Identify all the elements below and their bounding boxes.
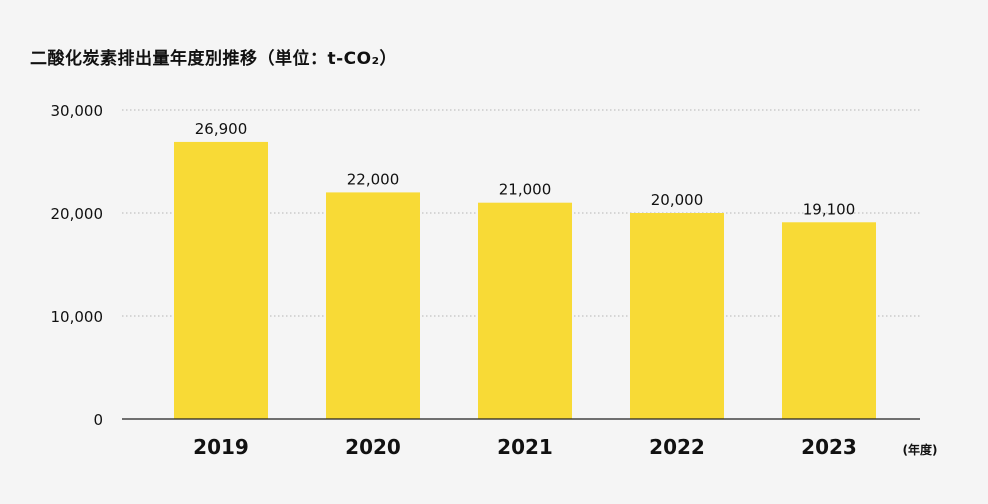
x-tick-label: 2020 — [345, 435, 401, 459]
bar-2022 — [630, 213, 724, 419]
chart-title: 二酸化炭素排出量年度別推移（単位：t-CO₂） — [30, 49, 398, 69]
x-axis-unit-label: (年度) — [903, 442, 938, 457]
bar-2019 — [174, 141, 268, 419]
value-label: 26,900 — [195, 120, 248, 138]
bar-2023 — [782, 222, 876, 419]
bar-2020 — [326, 192, 420, 419]
y-tick-label: 30,000 — [51, 102, 104, 120]
x-tick-label: 2022 — [649, 435, 705, 459]
y-tick-label: 10,000 — [51, 308, 104, 326]
value-label: 22,000 — [347, 170, 400, 188]
x-tick-label: 2023 — [801, 435, 857, 459]
value-label: 20,000 — [651, 191, 704, 209]
y-tick-label: 20,000 — [51, 205, 104, 223]
bar-2021 — [478, 202, 572, 419]
x-tick-label: 2021 — [497, 435, 553, 459]
y-tick-label: 0 — [93, 411, 103, 429]
value-label: 19,100 — [803, 200, 856, 218]
value-label: 21,000 — [499, 181, 552, 199]
x-tick-label: 2019 — [193, 435, 249, 459]
